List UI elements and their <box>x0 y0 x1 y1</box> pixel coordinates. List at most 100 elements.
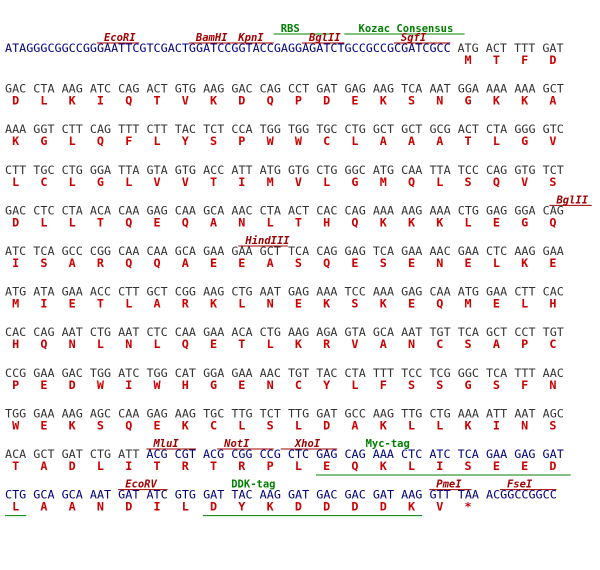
amino-acid: Q <box>40 337 47 351</box>
amino-acid: E <box>40 418 47 432</box>
amino-acid: L <box>267 337 274 351</box>
amino-acid: Q <box>182 337 189 351</box>
annotation-label: XhoI <box>294 438 321 450</box>
amino-acid: C <box>210 418 217 432</box>
amino-acid: I <box>12 256 19 270</box>
amino-acid: N <box>267 378 274 392</box>
amino-acid: E <box>40 378 47 392</box>
amino-acid: H <box>549 297 556 311</box>
amino-acid: Q <box>408 175 415 189</box>
amino-acid: N <box>97 500 104 514</box>
amino-acid: G <box>351 175 358 189</box>
amino-acid: L <box>493 134 500 148</box>
amino-acid: L <box>40 215 47 229</box>
amino-acid: S <box>465 175 472 189</box>
annotation-label: EcoRV <box>125 479 157 491</box>
amino-acid: T <box>97 297 104 311</box>
amino-acid: Q <box>549 215 556 229</box>
annotation-label: HindIII <box>244 235 290 247</box>
amino-acid: Q <box>125 215 132 229</box>
amino-acid: G <box>465 94 472 108</box>
amino-acid: P <box>267 459 274 473</box>
amino-acid: W <box>153 378 161 392</box>
amino-acid: S <box>295 256 302 270</box>
amino-acid: S <box>465 337 472 351</box>
amino-acid: Q <box>436 297 443 311</box>
amino-acid: N <box>69 337 76 351</box>
amino-acid: E <box>351 256 358 270</box>
amino-acid: K <box>436 215 444 229</box>
amino-acid: E <box>493 215 500 229</box>
amino-acid: V <box>182 94 189 108</box>
amino-acid: K <box>380 459 388 473</box>
amino-acid: G <box>210 378 217 392</box>
amino-acid: Q <box>351 215 358 229</box>
annotation-label: NotI <box>223 438 250 450</box>
amino-acid: D <box>380 500 387 514</box>
amino-acid: M <box>12 297 19 311</box>
amino-acid: L <box>125 175 132 189</box>
amino-acid: K <box>323 297 331 311</box>
annotation-label: SgfI <box>401 32 427 44</box>
amino-acid: K <box>12 134 20 148</box>
amino-acid: K <box>380 418 388 432</box>
amino-acid: I <box>436 459 443 473</box>
amino-acid: K <box>408 500 416 514</box>
amino-acid: K <box>295 337 303 351</box>
amino-acid: D <box>323 418 330 432</box>
amino-acid: K <box>210 297 218 311</box>
amino-acid: K <box>408 215 416 229</box>
amino-acid: S <box>380 256 387 270</box>
annotation-label: KpnI <box>237 32 264 44</box>
amino-acid: T <box>153 459 160 473</box>
amino-acid: P <box>12 378 19 392</box>
annotation-label: RBS <box>281 23 300 35</box>
amino-acid: E <box>465 256 472 270</box>
amino-acid: A <box>210 215 217 229</box>
amino-acid: V <box>153 175 160 189</box>
amino-acid: L <box>125 297 132 311</box>
amino-acid: Y <box>323 378 331 392</box>
dna-sequence: AAA GGT CTT CAG TTT CTT TAC TCT CCA TGG … <box>5 122 564 136</box>
amino-acid: L <box>182 500 189 514</box>
annotation-label: FseI <box>507 479 533 491</box>
amino-acid: A <box>408 134 415 148</box>
amino-acid: S <box>549 175 556 189</box>
amino-acid: L <box>12 175 19 189</box>
amino-acid: N <box>549 378 556 392</box>
amino-acid: V <box>549 134 556 148</box>
amino-acid: L <box>351 378 358 392</box>
amino-acid: S <box>408 94 415 108</box>
amino-acid: D <box>12 215 19 229</box>
amino-acid: N <box>238 215 245 229</box>
amino-acid: T <box>210 175 217 189</box>
amino-acid: V <box>182 175 189 189</box>
amino-acid: K <box>493 94 501 108</box>
amino-acid: E <box>210 256 217 270</box>
amino-acid: E <box>210 337 217 351</box>
amino-acid: Y <box>238 500 246 514</box>
amino-acid: K <box>380 215 388 229</box>
amino-acid: S <box>351 297 358 311</box>
amino-acid: S <box>97 418 104 432</box>
amino-acid: D <box>351 500 358 514</box>
amino-acid: A <box>267 256 274 270</box>
amino-acid: E <box>153 418 160 432</box>
amino-acid: T <box>465 134 472 148</box>
amino-acid: N <box>408 337 415 351</box>
dna-sequence: TGG GAA AAG AGC CAA GAG AAG TGC TTG TCT … <box>5 406 564 420</box>
amino-acid: E <box>238 256 245 270</box>
amino-acid: A <box>549 94 556 108</box>
amino-acid: S <box>549 418 556 432</box>
amino-acid: T <box>97 215 104 229</box>
amino-acid: Q <box>125 256 132 270</box>
amino-acid: V <box>295 175 302 189</box>
amino-acid: L <box>12 500 19 514</box>
amino-acid: N <box>267 297 274 311</box>
annotation-label: Kozac Consensus <box>359 23 454 35</box>
dna-sequence: ATG ACT TTT GAT <box>457 41 563 55</box>
dna-sequence: CAC CAG AAT CTG AAT CTC CAA GAA ACA CTG … <box>5 325 564 339</box>
dna-sequence: ATC TCA GCC CGG CAA CAA GCA GAA GAA GCT … <box>5 244 564 258</box>
amino-acid: E <box>238 378 245 392</box>
annotation-label: BglII <box>555 194 588 206</box>
